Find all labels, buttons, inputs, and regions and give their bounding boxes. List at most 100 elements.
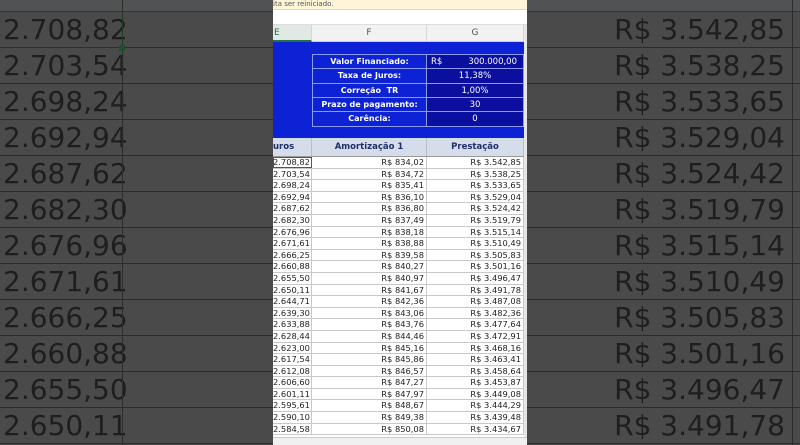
cell-prestacao[interactable]: R$ 3.529,04: [427, 191, 524, 203]
cell-amortizacao[interactable]: R$ 835,41: [312, 180, 427, 191]
cell-prestacao[interactable]: R$ 3.538,25: [427, 168, 524, 180]
cell-prestacao[interactable]: R$ 3.458,64: [427, 365, 524, 377]
param-value-cell[interactable]: 0: [427, 112, 523, 127]
cell-prestacao[interactable]: R$ 3.434,67: [427, 423, 524, 435]
table-row: 2.628,44 R$ 844,46 R$ 3.472,91: [273, 330, 524, 343]
cell-amortizacao[interactable]: R$ 840,27: [312, 261, 427, 272]
header-prestacao[interactable]: Prestação: [427, 138, 524, 156]
cell-juros[interactable]: 2.676,96: [273, 226, 312, 238]
cell-prestacao[interactable]: R$ 3.519,79: [427, 214, 524, 226]
zoomed-value: R$ 3.501,16: [614, 337, 785, 370]
cell-amortizacao[interactable]: R$ 849,38: [312, 412, 427, 423]
cell-juros[interactable]: 2.687,62: [273, 203, 312, 214]
column-header-g[interactable]: G: [427, 25, 524, 42]
table-row: 2.590,10 R$ 849,38 R$ 3.439,48: [273, 412, 524, 424]
cell-juros[interactable]: 2.595,61: [273, 400, 312, 412]
zoomed-row: R$ 3.491,78: [527, 408, 800, 444]
zoomed-value: R$ 3.505,83: [614, 301, 785, 334]
cell-juros[interactable]: 2.682,30: [273, 214, 312, 226]
table-row: 2.692,94 R$ 836,10 R$ 3.529,04: [273, 191, 524, 204]
cell-juros[interactable]: 2.584,58: [273, 423, 312, 435]
cell-amortizacao[interactable]: R$ 845,86: [312, 354, 427, 365]
cell-amortizacao[interactable]: R$ 843,06: [312, 307, 427, 319]
cell-prestacao[interactable]: R$ 3.524,42: [427, 203, 524, 214]
cell-amortizacao[interactable]: R$ 847,27: [312, 377, 427, 388]
cell-prestacao[interactable]: R$ 3.515,14: [427, 226, 524, 238]
cell-prestacao[interactable]: R$ 3.472,91: [427, 330, 524, 342]
header-juros[interactable]: uros: [273, 138, 312, 156]
param-value-cell[interactable]: 1,00%: [427, 83, 523, 97]
table-row: 2.676,96 R$ 838,18 R$ 3.515,14: [273, 226, 524, 239]
param-value-cell[interactable]: 30: [427, 97, 523, 112]
column-header-f[interactable]: F: [312, 25, 427, 42]
cell-prestacao[interactable]: R$ 3.491,78: [427, 284, 524, 296]
cell-juros[interactable]: 2.628,44: [273, 330, 312, 342]
cell-prestacao[interactable]: R$ 3.463,41: [427, 354, 524, 365]
cell-prestacao[interactable]: R$ 3.487,08: [427, 296, 524, 307]
cell-juros[interactable]: 2.601,11: [273, 388, 312, 400]
cell-juros[interactable]: 2.660,88: [273, 261, 312, 272]
param-value: 300.000,00: [468, 57, 517, 67]
cell-prestacao[interactable]: R$ 3.477,64: [427, 319, 524, 330]
param-row-prazo: Prazo de pagamento: 30: [313, 97, 523, 113]
cell-juros[interactable]: 2.633,88: [273, 319, 312, 330]
cell-juros[interactable]: 2.666,25: [273, 249, 312, 261]
cell-amortizacao[interactable]: R$ 838,88: [312, 238, 427, 249]
cell-prestacao[interactable]: R$ 3.533,65: [427, 180, 524, 191]
cell-juros[interactable]: 2.639,30: [273, 307, 312, 319]
cell-prestacao[interactable]: R$ 3.505,83: [427, 249, 524, 261]
cell-amortizacao[interactable]: R$ 836,10: [312, 191, 427, 203]
cell-amortizacao[interactable]: R$ 834,02: [312, 157, 427, 168]
cell-juros[interactable]: 2.655,50: [273, 272, 312, 284]
cell-amortizacao[interactable]: R$ 845,16: [312, 342, 427, 354]
cell-prestacao[interactable]: R$ 3.501,16: [427, 261, 524, 272]
cell-amortizacao[interactable]: R$ 841,67: [312, 284, 427, 296]
cell-prestacao[interactable]: R$ 3.482,36: [427, 307, 524, 319]
cell-juros[interactable]: 2.612,08: [273, 365, 312, 377]
cell-juros[interactable]: 2.692,94: [273, 191, 312, 203]
cell-prestacao[interactable]: R$ 3.496,47: [427, 272, 524, 284]
zoomed-column-header: [0, 0, 273, 12]
cell-prestacao[interactable]: R$ 3.439,48: [427, 412, 524, 423]
table-row: 2.703,54 R$ 834,72 R$ 3.538,25: [273, 168, 524, 181]
column-header-e[interactable]: E: [273, 25, 312, 42]
cell-juros[interactable]: 2.650,11: [273, 284, 312, 296]
cell-amortizacao[interactable]: R$ 838,18: [312, 226, 427, 238]
cell-juros[interactable]: 2.623,00: [273, 342, 312, 354]
param-row-correcao-tr: Correção TR 1,00%: [313, 83, 523, 98]
param-value-cell[interactable]: 11,38%: [427, 69, 523, 83]
cell-amortizacao[interactable]: R$ 842,36: [312, 296, 427, 307]
cell-amortizacao[interactable]: R$ 847,97: [312, 388, 427, 400]
column-divider: [792, 0, 793, 445]
cell-juros[interactable]: 2.708,82: [273, 157, 312, 168]
param-value-cell[interactable]: R$ 300.000,00: [427, 55, 523, 69]
cell-prestacao[interactable]: R$ 3.444,29: [427, 400, 524, 412]
zoomed-row: 2.660,88: [0, 336, 273, 372]
cell-amortizacao[interactable]: R$ 846,57: [312, 365, 427, 377]
cell-prestacao[interactable]: R$ 3.510,49: [427, 238, 524, 249]
cell-amortizacao[interactable]: R$ 840,97: [312, 272, 427, 284]
cell-prestacao[interactable]: R$ 3.449,08: [427, 388, 524, 400]
cell-juros[interactable]: 2.606,60: [273, 377, 312, 388]
cell-amortizacao[interactable]: R$ 836,80: [312, 203, 427, 214]
table-row: 2.606,60 R$ 847,27 R$ 3.453,87: [273, 377, 524, 389]
cell-amortizacao[interactable]: R$ 843,76: [312, 319, 427, 330]
cell-juros[interactable]: 2.703,54: [273, 168, 312, 180]
cell-amortizacao[interactable]: R$ 844,46: [312, 330, 427, 342]
cell-prestacao[interactable]: R$ 3.468,16: [427, 342, 524, 354]
formula-bar[interactable]: [273, 10, 527, 25]
cell-juros[interactable]: 2.590,10: [273, 412, 312, 423]
cell-amortizacao[interactable]: R$ 850,08: [312, 423, 427, 435]
cell-prestacao[interactable]: R$ 3.542,85: [427, 157, 524, 168]
cell-juros[interactable]: 2.644,71: [273, 296, 312, 307]
cell-prestacao[interactable]: R$ 3.453,87: [427, 377, 524, 388]
cell-juros[interactable]: 2.671,61: [273, 238, 312, 249]
cell-amortizacao[interactable]: R$ 839,58: [312, 249, 427, 261]
cell-juros[interactable]: 2.698,24: [273, 180, 312, 191]
cell-juros[interactable]: 2.617,54: [273, 354, 312, 365]
cell-amortizacao[interactable]: R$ 837,49: [312, 214, 427, 226]
fill-handle[interactable]: [119, 45, 125, 51]
header-amortizacao[interactable]: Amortização 1: [312, 138, 427, 156]
cell-amortizacao[interactable]: R$ 848,67: [312, 400, 427, 412]
cell-amortizacao[interactable]: R$ 834,72: [312, 168, 427, 180]
